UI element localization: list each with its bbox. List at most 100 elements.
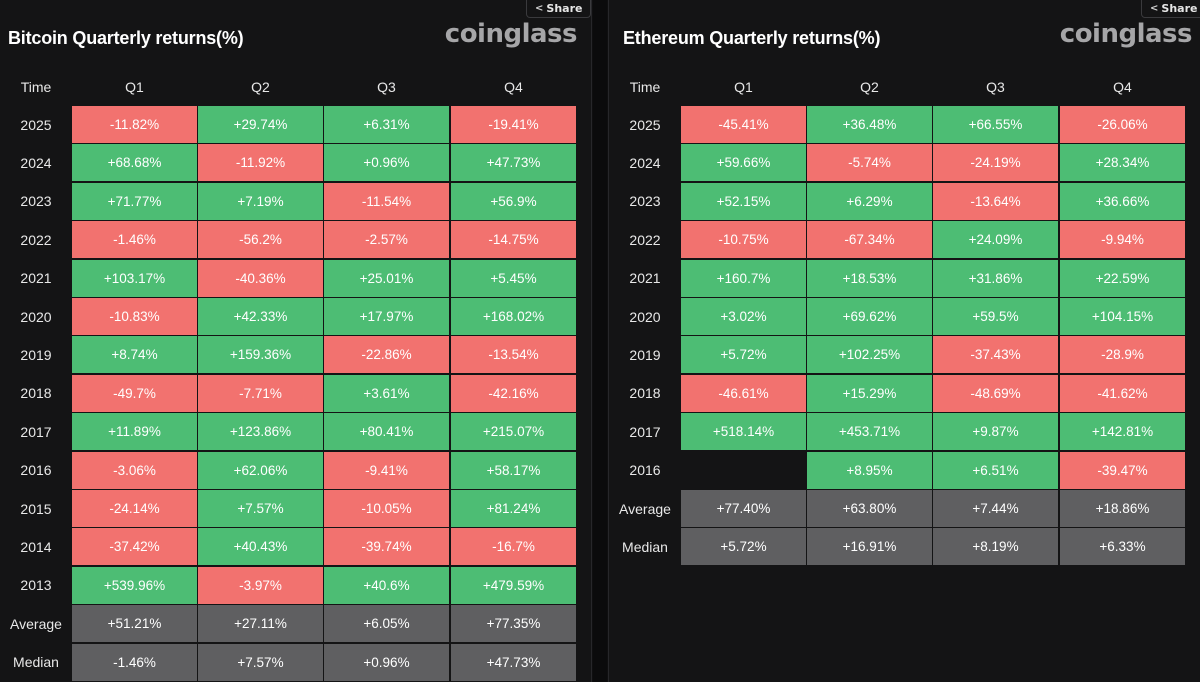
column-header: Q1 bbox=[125, 78, 144, 95]
return-cell: +56.9% bbox=[451, 182, 576, 220]
stat-cell: +77.40% bbox=[681, 490, 806, 527]
row-label: 2023 bbox=[629, 193, 661, 210]
stat-row: Average +51.21% +27.11% +6.05% +77.35% bbox=[0, 605, 592, 643]
row-label: Average bbox=[10, 615, 62, 632]
stat-cell: +6.05% bbox=[324, 605, 449, 643]
stat-cell: +16.91% bbox=[807, 528, 932, 566]
return-cell: +36.66% bbox=[1060, 182, 1185, 220]
share-button[interactable]: < Share bbox=[526, 0, 592, 18]
return-cell: -3.97% bbox=[198, 566, 323, 604]
return-cell: +8.74% bbox=[72, 336, 197, 374]
return-cell: -1.46% bbox=[72, 221, 197, 259]
return-cell: +68.68% bbox=[72, 144, 197, 182]
stat-cell: +18.86% bbox=[1060, 490, 1185, 527]
column-header: Q4 bbox=[1113, 78, 1132, 95]
row-label: 2016 bbox=[629, 462, 661, 479]
column-header: Time bbox=[20, 78, 52, 95]
return-cell: +22.59% bbox=[1060, 259, 1185, 297]
return-cell: +11.89% bbox=[72, 413, 197, 451]
return-cell: -11.54% bbox=[324, 182, 449, 220]
return-cell: +142.81% bbox=[1060, 413, 1185, 451]
row-label: 2024 bbox=[20, 154, 52, 171]
stat-cell: +7.44% bbox=[933, 490, 1058, 527]
panel-title: Ethereum Quarterly returns(%) bbox=[623, 28, 881, 48]
panel-divider bbox=[593, 0, 607, 682]
return-cell: +103.17% bbox=[72, 259, 197, 297]
table-row: 2022 -10.75% -67.34% +24.09% -9.94% bbox=[609, 221, 1200, 259]
return-cell: +71.77% bbox=[72, 182, 197, 220]
row-label: 2025 bbox=[20, 116, 52, 133]
return-cell: -13.54% bbox=[451, 336, 576, 374]
row-label: 2022 bbox=[629, 231, 661, 248]
row-label: 2021 bbox=[629, 270, 661, 287]
return-cell: +40.6% bbox=[324, 566, 449, 604]
return-cell: -9.41% bbox=[324, 451, 449, 489]
row-label: 2016 bbox=[20, 462, 52, 479]
table-row: 2018 -46.61% +15.29% -48.69% -41.62% bbox=[609, 374, 1200, 412]
return-cell: +18.53% bbox=[807, 259, 932, 297]
table-row: 2017 +518.14% +453.71% +9.87% +142.81% bbox=[609, 413, 1200, 451]
table-row: 2015 -24.14% +7.57% -10.05% +81.24% bbox=[0, 490, 592, 527]
stat-cell: +77.35% bbox=[451, 605, 576, 643]
return-cell: -2.57% bbox=[324, 221, 449, 259]
return-cell: +8.95% bbox=[807, 451, 932, 489]
return-cell: -46.61% bbox=[681, 374, 806, 412]
table-row: 2024 +59.66% -5.74% -24.19% +28.34% bbox=[609, 144, 1200, 182]
return-cell: +160.7% bbox=[681, 259, 806, 297]
return-cell: +31.86% bbox=[933, 259, 1058, 297]
return-cell: -48.69% bbox=[933, 374, 1058, 412]
table-row: 2020 -10.83% +42.33% +17.97% +168.02% bbox=[0, 298, 592, 335]
column-header: Time bbox=[629, 78, 661, 95]
return-cell: +81.24% bbox=[451, 490, 576, 527]
return-cell: +0.96% bbox=[324, 144, 449, 182]
row-label: 2015 bbox=[20, 500, 52, 517]
row-label: 2020 bbox=[629, 308, 661, 325]
share-button[interactable]: < Share bbox=[1141, 0, 1200, 18]
return-cell: -42.16% bbox=[451, 374, 576, 412]
row-label: Median bbox=[13, 654, 59, 671]
return-cell: +58.17% bbox=[451, 451, 576, 489]
return-cell: +47.73% bbox=[451, 144, 576, 182]
return-cell: +59.66% bbox=[681, 144, 806, 182]
stat-cell: +63.80% bbox=[807, 490, 932, 527]
table-row: 2016 -3.06% +62.06% -9.41% +58.17% bbox=[0, 451, 592, 489]
return-cell: -28.9% bbox=[1060, 336, 1185, 374]
stat-cell: +5.72% bbox=[681, 528, 806, 566]
stat-row: Average +77.40% +63.80% +7.44% +18.86% bbox=[609, 490, 1200, 527]
row-label: 2024 bbox=[629, 154, 661, 171]
return-cell: -11.92% bbox=[198, 144, 323, 182]
return-cell: +159.36% bbox=[198, 336, 323, 374]
stat-cell: -1.46% bbox=[72, 643, 197, 681]
return-cell: +52.15% bbox=[681, 182, 806, 220]
share-icon: < bbox=[535, 3, 544, 14]
ethereum-panel: < Share Ethereum Quarterly returns(%) co… bbox=[608, 0, 1200, 682]
return-cell: +29.74% bbox=[198, 106, 323, 143]
table-row: 2019 +5.72% +102.25% -37.43% -28.9% bbox=[609, 336, 1200, 374]
return-cell: -7.71% bbox=[198, 374, 323, 412]
share-icon: < bbox=[1150, 3, 1159, 14]
return-cell: +215.07% bbox=[451, 413, 576, 451]
return-cell: -37.42% bbox=[72, 528, 197, 566]
brand-logo: coinglass bbox=[444, 19, 578, 49]
panel-title: Bitcoin Quarterly returns(%) bbox=[8, 28, 244, 48]
table-row: 2025 -11.82% +29.74% +6.31% -19.41% bbox=[0, 106, 592, 143]
row-label: 2018 bbox=[629, 385, 661, 402]
row-label: 2022 bbox=[20, 231, 52, 248]
column-header: Q2 bbox=[860, 78, 879, 95]
return-cell: +28.34% bbox=[1060, 144, 1185, 182]
table-row: 2025 -45.41% +36.48% +66.55% -26.06% bbox=[609, 106, 1200, 143]
row-label: 2019 bbox=[20, 346, 52, 363]
row-label: 2014 bbox=[20, 538, 52, 555]
return-cell: +25.01% bbox=[324, 259, 449, 297]
share-label: Share bbox=[1161, 2, 1198, 15]
return-cell: -39.74% bbox=[324, 528, 449, 566]
return-cell: -41.62% bbox=[1060, 374, 1185, 412]
table-row: 2023 +52.15% +6.29% -13.64% +36.66% bbox=[609, 182, 1200, 220]
return-cell: +66.55% bbox=[933, 106, 1058, 143]
column-header: Q1 bbox=[734, 78, 753, 95]
return-cell: +15.29% bbox=[807, 374, 932, 412]
stat-row: Median +5.72% +16.91% +8.19% +6.33% bbox=[609, 528, 1200, 566]
return-cell: -10.75% bbox=[681, 221, 806, 259]
return-cell: +453.71% bbox=[807, 413, 932, 451]
return-cell: +7.57% bbox=[198, 490, 323, 527]
